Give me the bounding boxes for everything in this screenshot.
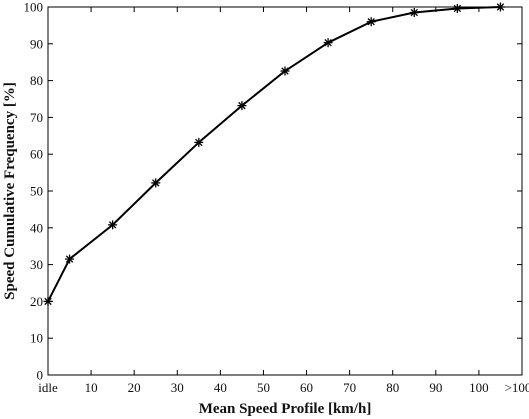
ticks-layer xyxy=(47,6,523,376)
x-tick-label: 30 xyxy=(171,380,184,395)
data-point xyxy=(237,101,247,111)
x-tick-label: 40 xyxy=(214,380,227,395)
series-layer xyxy=(43,2,505,306)
series-line xyxy=(47,6,501,302)
data-point xyxy=(151,178,161,188)
plot-frame xyxy=(47,6,523,376)
x-tick-label: 100 xyxy=(469,380,489,395)
y-tick-label: 80 xyxy=(30,73,43,88)
y-tick-label: 0 xyxy=(37,368,44,383)
y-tick-label: 10 xyxy=(30,331,43,346)
y-tick-label: 50 xyxy=(30,184,43,199)
data-point xyxy=(65,254,75,264)
x-tick-label: >100 xyxy=(505,380,529,395)
data-point xyxy=(280,66,290,76)
y-tick-label: 100 xyxy=(24,0,44,15)
x-tick-label: 10 xyxy=(85,380,98,395)
x-tick-label: 20 xyxy=(128,380,141,395)
data-point xyxy=(108,220,118,230)
y-tick-label: 40 xyxy=(30,220,43,235)
data-point xyxy=(323,38,333,48)
data-point xyxy=(366,17,376,27)
x-tick-label: 60 xyxy=(300,380,313,395)
data-point xyxy=(452,3,462,13)
x-tick-label: idle xyxy=(38,380,58,395)
x-tick-label: 70 xyxy=(343,380,356,395)
x-tick-label: 90 xyxy=(429,380,442,395)
x-axis-title: Mean Speed Profile [km/h] xyxy=(199,401,372,417)
y-tick-label: 60 xyxy=(30,147,43,162)
x-tick-label: 50 xyxy=(257,380,270,395)
y-axis-title: Speed Cumulative Frequency [%] xyxy=(2,82,18,300)
y-tick-label: 90 xyxy=(30,36,43,51)
y-tick-label: 70 xyxy=(30,110,43,125)
data-point xyxy=(194,137,204,147)
y-tick-label: 30 xyxy=(30,257,43,272)
tick-labels: 0 10 20 30 40 50 60 70 80 90 100 idle 10 20 30 40 50 60 70… xyxy=(24,0,529,395)
y-tick-label: 20 xyxy=(30,294,43,309)
x-tick-label: 80 xyxy=(386,380,399,395)
data-point xyxy=(409,8,419,18)
